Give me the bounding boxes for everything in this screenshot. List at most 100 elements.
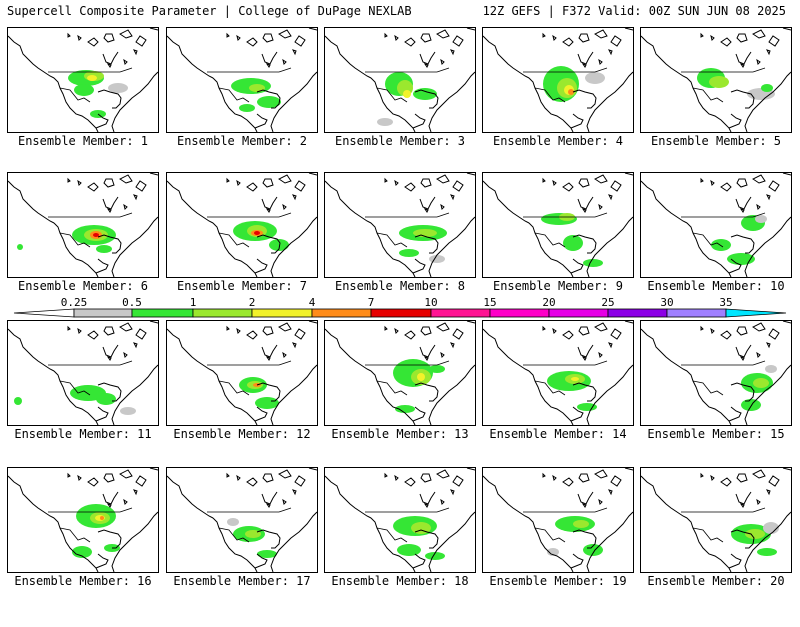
colorbar-tick-label: 30: [660, 296, 673, 309]
member-map: [324, 27, 476, 133]
arctic-islands: [226, 325, 297, 361]
scp-contour: [108, 83, 128, 93]
country-borders: [48, 507, 133, 543]
member-label: Ensemble Member: 16: [14, 574, 152, 588]
member-map: [7, 467, 159, 573]
scp-contour: [96, 245, 112, 253]
scp-contour: [547, 548, 559, 556]
scp-field: [399, 225, 447, 263]
colorbar-segment: [13, 308, 75, 318]
colorbar-segment: [251, 308, 313, 318]
north-america-map: [325, 28, 475, 132]
scp-field: [541, 213, 603, 267]
ensemble-panel: Ensemble Member: 7: [166, 172, 318, 332]
coastline: [8, 468, 158, 572]
arctic-islands: [384, 32, 455, 68]
scp-contour: [563, 235, 583, 251]
scp-contour: [227, 518, 239, 526]
coastline: [483, 28, 633, 132]
scp-contour: [411, 522, 431, 534]
coastline: [325, 173, 475, 277]
arctic-islands: [67, 472, 138, 508]
member-map: [482, 320, 634, 426]
scp-contour: [417, 373, 425, 381]
coastline: [483, 173, 633, 277]
member-map: [640, 467, 792, 573]
north-america-map: [483, 468, 633, 572]
colorbar-tick-label: 25: [601, 296, 614, 309]
coastline: [325, 28, 475, 132]
arctic-islands: [542, 325, 613, 361]
scp-field: [711, 215, 767, 265]
arctic-islands: [384, 472, 455, 508]
member-map: [640, 172, 792, 278]
north-america-map: [167, 468, 317, 572]
north-america-map: [483, 173, 633, 277]
arctic-islands: [67, 32, 138, 68]
scp-contour: [757, 548, 777, 556]
colorbar-legend: 0.25 0.5 1 2 4 7 10 15 20 25 30 35: [13, 296, 787, 318]
scp-contour: [711, 239, 731, 251]
member-map: [166, 27, 318, 133]
colorbar-tick-label: 20: [542, 296, 555, 309]
scp-contour: [709, 76, 729, 88]
member-label: Ensemble Member: 1: [17, 134, 149, 148]
scp-field: [543, 66, 605, 102]
north-america-map: [641, 321, 791, 425]
north-america-map: [167, 173, 317, 277]
arctic-islands: [700, 325, 771, 361]
scp-field: [72, 504, 120, 558]
scp-contour: [568, 89, 574, 95]
ensemble-panel: Ensemble Member: 8: [324, 172, 476, 332]
colorbar-segment: [607, 308, 668, 318]
scp-contour: [120, 407, 136, 415]
scp-field: [227, 518, 277, 558]
north-america-map: [483, 321, 633, 425]
country-borders: [523, 67, 608, 103]
arctic-islands: [67, 177, 138, 213]
colorbar-tick-label: 0.25: [61, 296, 88, 309]
arctic-islands: [542, 32, 613, 68]
member-label: Ensemble Member: 6: [17, 279, 149, 293]
member-map: [640, 320, 792, 426]
country-borders: [365, 67, 450, 103]
coastline: [8, 173, 158, 277]
scp-contour: [254, 231, 260, 235]
member-label: Ensemble Member: 9: [492, 279, 624, 293]
member-label: Ensemble Member: 15: [647, 427, 785, 441]
coastline: [641, 468, 791, 572]
ensemble-panel: Ensemble Member: 5: [640, 27, 792, 187]
ensemble-panel: Ensemble Member: 6: [7, 172, 159, 332]
scp-field: [731, 522, 779, 556]
coastline: [641, 173, 791, 277]
scp-field: [14, 385, 136, 415]
arctic-islands: [700, 472, 771, 508]
scp-contour: [399, 249, 419, 257]
scp-contour: [17, 244, 23, 250]
coastline: [167, 28, 317, 132]
colorbar-tick-label: 10: [424, 296, 437, 309]
scp-contour: [741, 399, 761, 411]
north-america-map: [167, 28, 317, 132]
colorbar-segment: [489, 308, 550, 318]
country-borders: [365, 212, 450, 248]
scp-field: [239, 377, 279, 409]
country-borders: [681, 67, 766, 103]
run-valid-time: 12Z GEFS | F372 Valid: 00Z SUN JUN 08 20…: [482, 4, 786, 18]
member-label: Ensemble Member: 10: [647, 279, 785, 293]
member-map: [166, 320, 318, 426]
member-map: [482, 172, 634, 278]
colorbar-tick-label: 2: [249, 296, 256, 309]
scp-field: [377, 72, 437, 126]
arctic-islands: [226, 472, 297, 508]
scp-contour: [249, 84, 265, 92]
scp-contour: [72, 546, 92, 558]
country-borders: [365, 507, 450, 543]
member-label: Ensemble Member: 14: [489, 427, 627, 441]
scp-contour: [577, 403, 597, 411]
arctic-islands: [700, 32, 771, 68]
member-map: [166, 467, 318, 573]
north-america-map: [325, 173, 475, 277]
scp-contour: [377, 118, 393, 126]
member-map: [7, 172, 159, 278]
